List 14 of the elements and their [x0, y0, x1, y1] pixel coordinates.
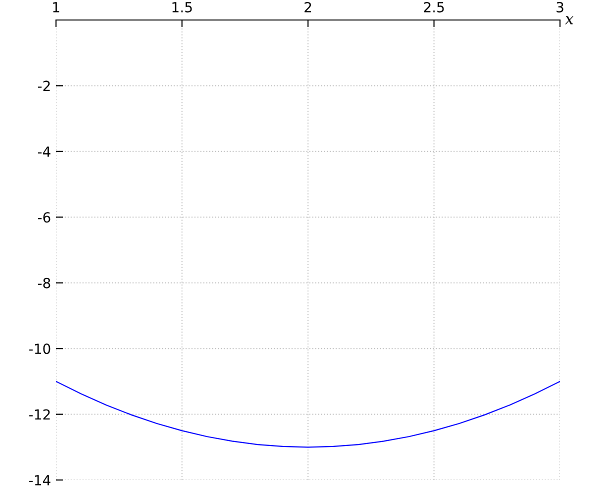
- x-tick-label: 2.5: [424, 2, 444, 12]
- y-tick-label: -6: [38, 212, 50, 223]
- y-tick-label: -12: [29, 409, 50, 420]
- x-axis-title: x: [565, 16, 574, 24]
- y-tick-label: -8: [38, 278, 50, 288]
- x-tick-label: 1: [53, 2, 60, 12]
- x-tick-label: 3: [556, 2, 564, 12]
- y-tick-label: -14: [29, 475, 50, 486]
- y-tick-label: -10: [29, 344, 50, 354]
- x-tick-label: 1.5: [172, 2, 192, 12]
- y-tick-label: -2: [38, 80, 50, 91]
- y-tick-label: -4: [38, 146, 50, 157]
- x-tick-label: 2: [304, 2, 312, 12]
- line-series: [56, 380, 560, 448]
